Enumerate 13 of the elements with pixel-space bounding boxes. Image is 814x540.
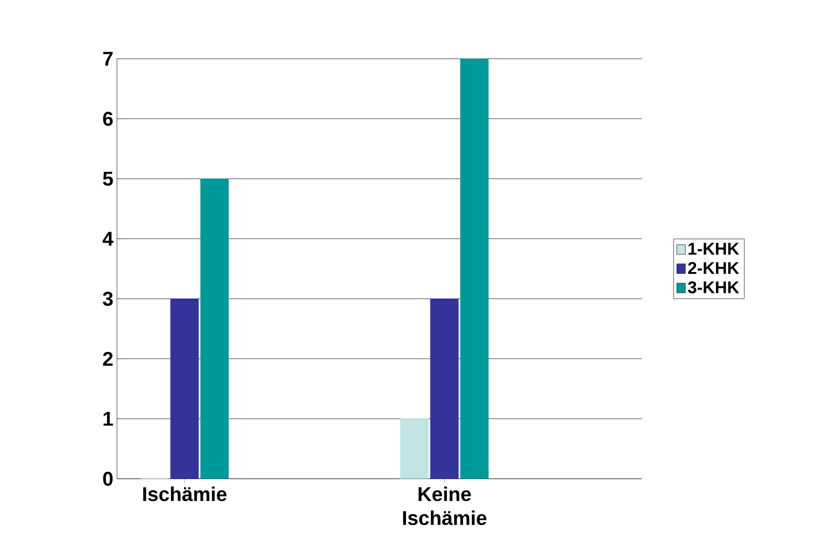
y-tick-label: 7 [103, 52, 113, 66]
x-tick-label: Ischämie [143, 486, 227, 502]
y-tick-label: 5 [102, 172, 113, 186]
legend-label: 3-KHK [688, 281, 740, 294]
y-tick-label: 1 [104, 412, 113, 426]
y-tick-label: 4 [102, 232, 114, 246]
y-tick-label: 2 [103, 352, 113, 366]
legend-label: 1-KHK [688, 242, 740, 255]
y-tick-label: 6 [103, 112, 113, 126]
y-tick-label: 0 [103, 472, 113, 486]
legend-label: 2-KHK [688, 262, 740, 274]
x-tick-label: Keine Ischämie [403, 486, 486, 526]
y-tick-label: 3 [102, 292, 113, 306]
